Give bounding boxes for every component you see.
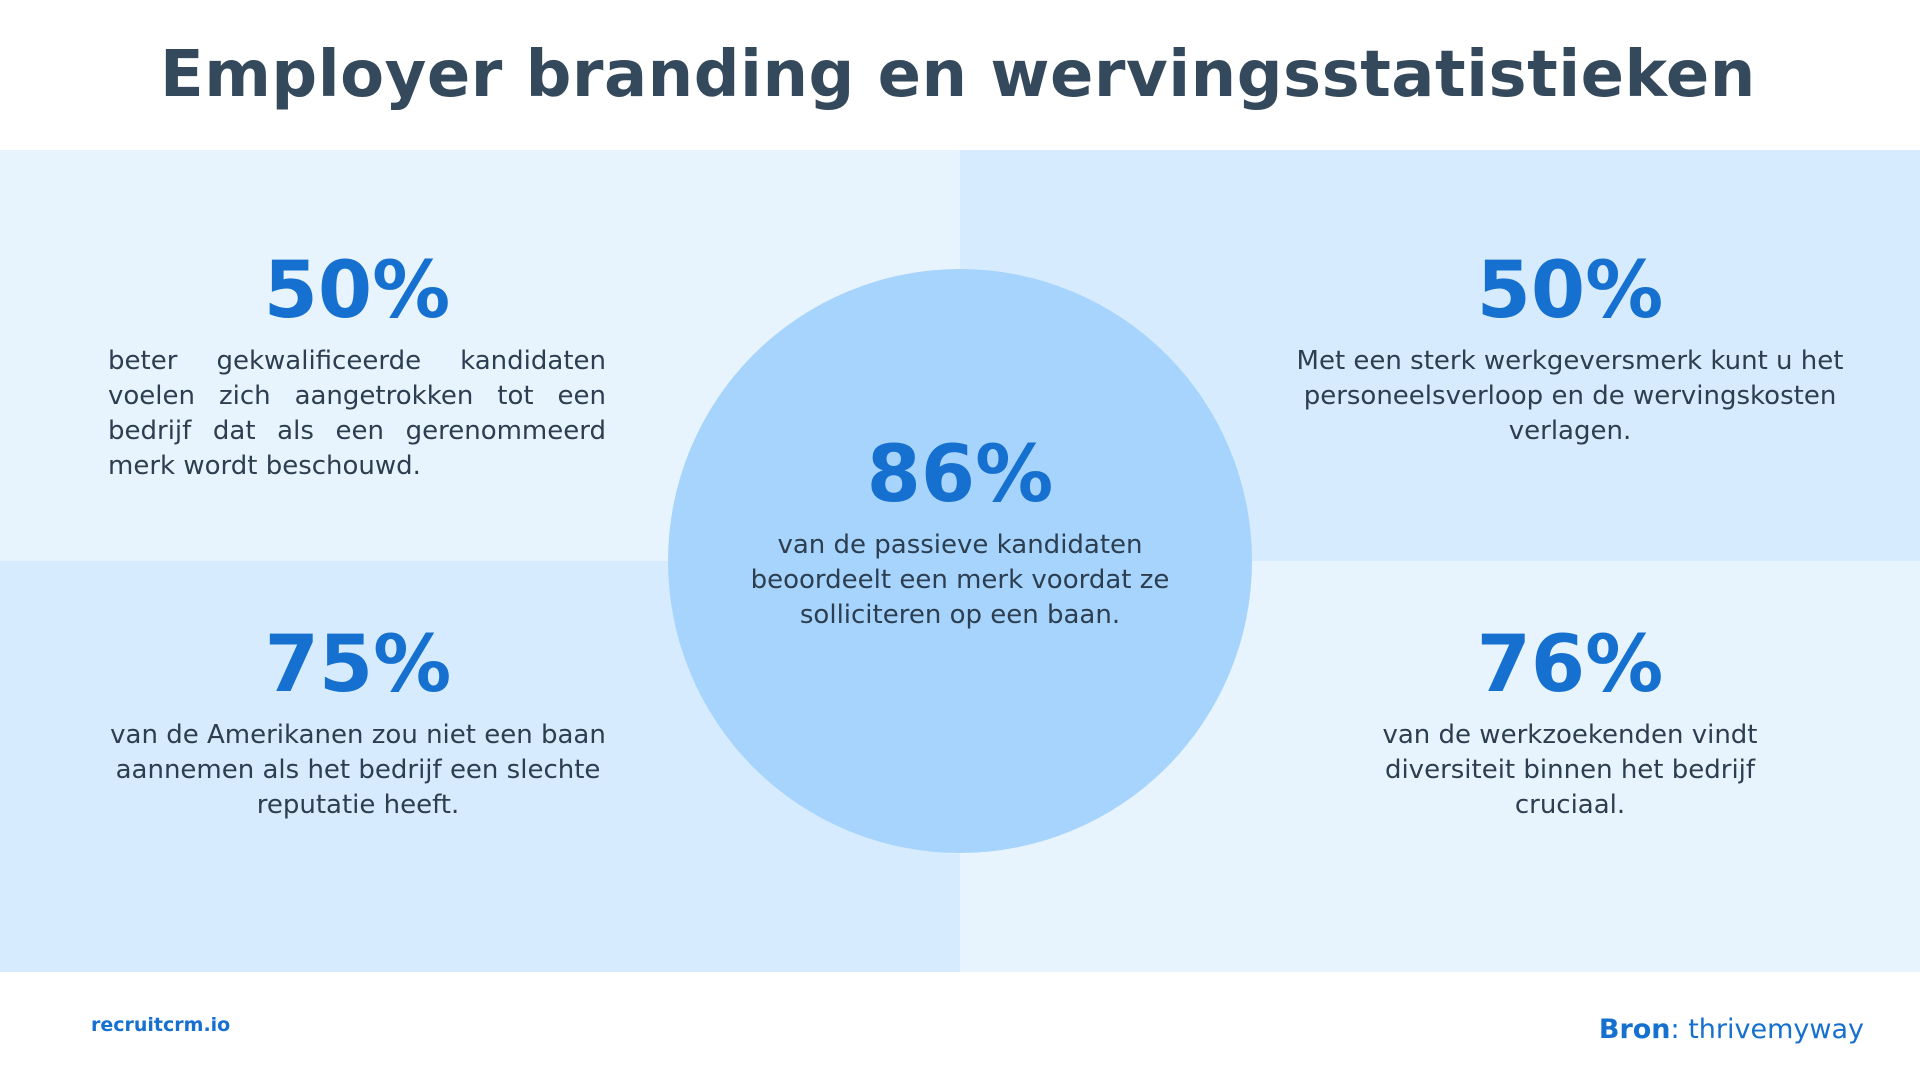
- stat-value: 76%: [1476, 620, 1664, 710]
- source-label: Bron: [1598, 1014, 1671, 1045]
- brand-logo-text: recruitcrm.io: [91, 1014, 231, 1036]
- stat-bottom-right: 76% van de werkzoekenden vindt diversite…: [1330, 626, 1810, 823]
- source-credit: Bron: thrivemyway: [1599, 1014, 1864, 1045]
- stat-description: van de werkzoekenden vindt diversiteit b…: [1382, 720, 1758, 820]
- stat-value: 75%: [264, 620, 452, 710]
- stat-center: 86% van de passieve kandidaten beoordeel…: [740, 436, 1180, 633]
- stat-value: 86%: [866, 430, 1054, 520]
- stat-value: 50%: [1476, 246, 1664, 336]
- center-circle: [668, 269, 1252, 853]
- stat-value: 50%: [263, 246, 451, 336]
- stat-top-right: 50% Met een sterk werkgeversmerk kunt u …: [1290, 252, 1850, 449]
- stat-description: van de passieve kandidaten beoordeelt ee…: [750, 530, 1170, 630]
- stat-description: van de Amerikanen zou niet een baan aann…: [110, 720, 606, 820]
- stat-description: Met een sterk werkgeversmerk kunt u het …: [1296, 346, 1844, 446]
- stat-bottom-left: 75% van de Amerikanen zou niet een baan …: [90, 626, 626, 823]
- stat-top-left: 50% beter gekwalificeerde kandidaten voe…: [108, 252, 606, 484]
- page-title: Employer branding en wervingsstatistieke…: [160, 38, 1756, 112]
- source-value: : thrivemyway: [1670, 1014, 1864, 1045]
- stat-description: beter gekwalificeerde kandidaten voelen …: [108, 346, 606, 481]
